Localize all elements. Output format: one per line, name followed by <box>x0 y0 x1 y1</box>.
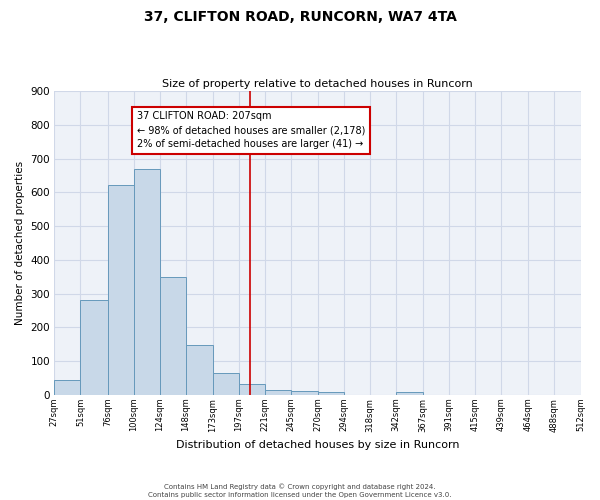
Bar <box>265 390 291 395</box>
Bar <box>80 300 107 395</box>
Bar <box>213 373 239 395</box>
Bar <box>291 390 318 395</box>
Text: 37 CLIFTON ROAD: 207sqm
← 98% of detached houses are smaller (2,178)
2% of semi-: 37 CLIFTON ROAD: 207sqm ← 98% of detache… <box>137 112 365 150</box>
Bar <box>55 380 80 395</box>
Title: Size of property relative to detached houses in Runcorn: Size of property relative to detached ho… <box>162 79 473 89</box>
Bar <box>107 185 134 395</box>
Text: Contains HM Land Registry data © Crown copyright and database right 2024.
Contai: Contains HM Land Registry data © Crown c… <box>148 483 452 498</box>
Bar <box>160 278 185 395</box>
Y-axis label: Number of detached properties: Number of detached properties <box>15 161 25 325</box>
Bar <box>318 392 344 395</box>
X-axis label: Distribution of detached houses by size in Runcorn: Distribution of detached houses by size … <box>176 440 459 450</box>
Bar <box>239 384 265 395</box>
Bar <box>185 345 213 395</box>
Bar <box>134 169 160 395</box>
Text: 37, CLIFTON ROAD, RUNCORN, WA7 4TA: 37, CLIFTON ROAD, RUNCORN, WA7 4TA <box>143 10 457 24</box>
Bar <box>396 392 423 395</box>
